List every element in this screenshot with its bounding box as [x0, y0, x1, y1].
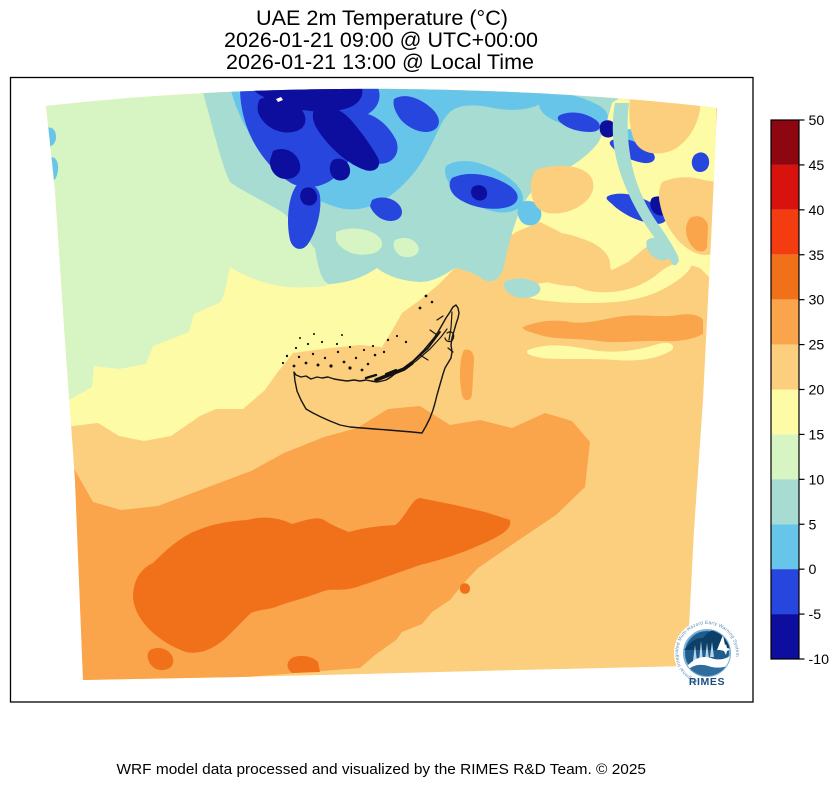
svg-text:30: 30: [809, 293, 825, 309]
svg-text:2026-01-21 09:00 @ UTC+00:00: 2026-01-21 09:00 @ UTC+00:00: [224, 29, 538, 52]
svg-text:15: 15: [809, 427, 825, 443]
svg-text:35: 35: [809, 248, 825, 264]
svg-text:0: 0: [809, 562, 817, 578]
svg-text:2026-01-21 13:00 @ Local Time: 2026-01-21 13:00 @ Local Time: [226, 51, 534, 74]
svg-text:50: 50: [809, 113, 825, 129]
svg-text:5: 5: [809, 517, 817, 533]
svg-text:10: 10: [809, 472, 825, 488]
svg-text:-5: -5: [809, 607, 822, 623]
svg-text:25: 25: [809, 338, 825, 354]
svg-text:-10: -10: [809, 652, 830, 668]
svg-text:WRF model data processed and v: WRF model data processed and visualized …: [117, 762, 647, 778]
svg-text:RIMES: RIMES: [689, 676, 725, 688]
svg-text:UAE 2m Temperature (°C): UAE 2m Temperature (°C): [256, 7, 508, 30]
svg-text:20: 20: [809, 383, 825, 399]
svg-text:45: 45: [809, 158, 825, 174]
svg-text:40: 40: [809, 203, 825, 219]
